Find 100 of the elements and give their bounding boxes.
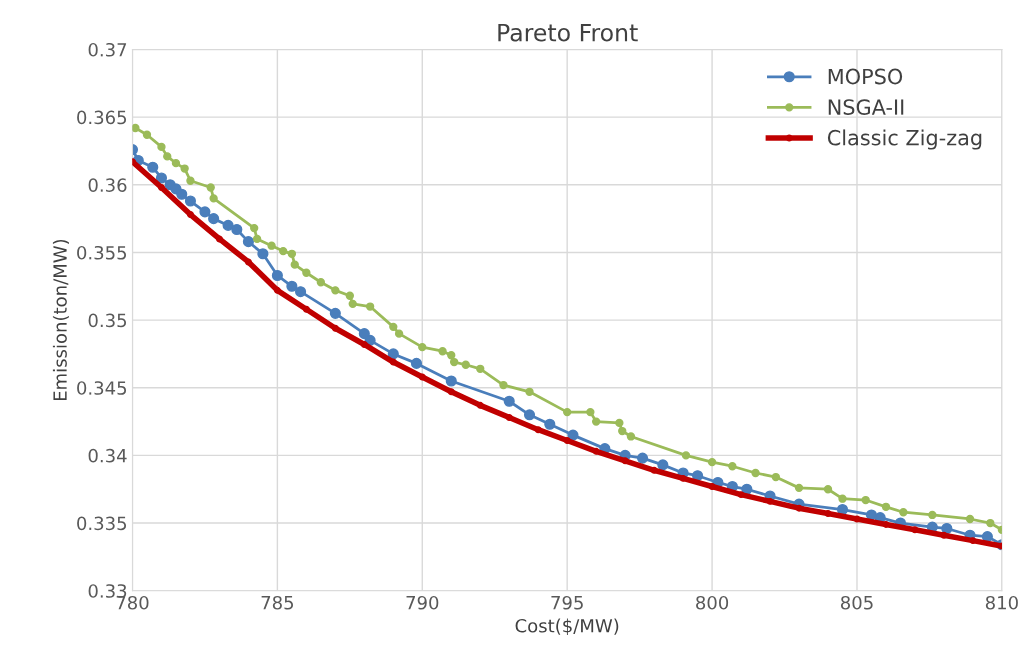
- point: [461, 360, 470, 369]
- point: [771, 472, 781, 482]
- point: [449, 357, 459, 367]
- point: [222, 219, 234, 231]
- point: [180, 164, 189, 173]
- point: [823, 485, 833, 494]
- point: [708, 483, 716, 490]
- point: [387, 348, 399, 360]
- point: [525, 387, 534, 396]
- point: [679, 474, 687, 482]
- point: [208, 213, 220, 225]
- point: [250, 223, 259, 233]
- point: [438, 347, 447, 356]
- point: [795, 504, 803, 512]
- point: [794, 483, 804, 493]
- point: [766, 497, 774, 505]
- x-tick-label: 805: [840, 595, 873, 610]
- point: [824, 510, 832, 518]
- point: [618, 426, 627, 436]
- legend-label: MOPSO: [828, 68, 903, 85]
- point: [302, 305, 310, 313]
- y-tick-label: 0.33: [88, 584, 127, 598]
- point: [418, 373, 426, 381]
- point: [499, 380, 508, 390]
- point: [928, 510, 937, 520]
- point: [707, 457, 717, 467]
- point: [563, 437, 571, 444]
- point: [184, 195, 196, 207]
- x-tick-label: 800: [696, 595, 729, 610]
- legend-label: NSGA-II: [828, 99, 904, 115]
- point: [534, 426, 542, 434]
- point: [206, 183, 215, 192]
- point: [626, 432, 636, 441]
- point: [389, 322, 398, 332]
- point: [476, 401, 484, 409]
- point: [215, 235, 223, 243]
- point: [838, 494, 847, 503]
- point: [271, 269, 283, 282]
- point: [163, 152, 172, 161]
- point: [505, 414, 513, 421]
- point: [882, 520, 890, 528]
- point: [231, 223, 243, 236]
- point: [360, 340, 368, 348]
- point: [279, 246, 288, 256]
- point: [503, 395, 515, 407]
- x-tick-label: 780: [116, 595, 149, 610]
- y-tick-label: 0.35: [88, 313, 127, 328]
- point: [621, 457, 629, 465]
- point: [252, 234, 262, 244]
- point: [911, 526, 919, 534]
- point: [316, 278, 326, 287]
- point: [394, 329, 404, 338]
- point: [615, 418, 624, 428]
- point: [242, 236, 254, 248]
- chart-title: Pareto Front: [498, 23, 638, 42]
- point: [737, 491, 745, 499]
- point: [447, 351, 456, 360]
- y-tick-label: 0.365: [77, 110, 127, 125]
- point: [636, 452, 649, 464]
- x-tick-label: 795: [551, 595, 583, 610]
- point: [171, 158, 181, 168]
- y-axis-title: Emission(ton/MW): [52, 239, 69, 401]
- point: [286, 280, 298, 292]
- point: [941, 522, 953, 535]
- point: [692, 470, 704, 482]
- point: [267, 241, 276, 250]
- point: [523, 409, 536, 421]
- y-tick-label: 0.335: [77, 516, 127, 531]
- point: [142, 130, 152, 139]
- point: [273, 286, 281, 294]
- point: [861, 495, 870, 505]
- point: [209, 194, 218, 203]
- point: [965, 514, 975, 524]
- point: [331, 286, 340, 295]
- point: [176, 188, 188, 200]
- point: [476, 364, 485, 373]
- point: [331, 324, 339, 332]
- point: [302, 268, 311, 277]
- x-tick-label: 785: [261, 595, 294, 610]
- point: [329, 307, 341, 319]
- point: [899, 508, 908, 517]
- legend-label: Classic Zig-zag: [827, 129, 982, 150]
- y-tick-label: 0.36: [88, 178, 127, 192]
- point: [290, 260, 299, 269]
- point: [132, 123, 140, 133]
- x-tick-label: 790: [406, 595, 439, 610]
- point: [157, 142, 166, 152]
- point: [155, 172, 168, 184]
- x-tick-label: 810: [985, 595, 1018, 610]
- point: [418, 342, 427, 352]
- point: [186, 176, 195, 185]
- point: [348, 299, 357, 309]
- point: [650, 466, 658, 474]
- y-tick-label: 0.37: [88, 42, 127, 57]
- point: [544, 418, 556, 430]
- point: [345, 291, 354, 300]
- point: [969, 537, 977, 545]
- point: [257, 248, 269, 260]
- point: [244, 258, 252, 266]
- point: [287, 249, 297, 258]
